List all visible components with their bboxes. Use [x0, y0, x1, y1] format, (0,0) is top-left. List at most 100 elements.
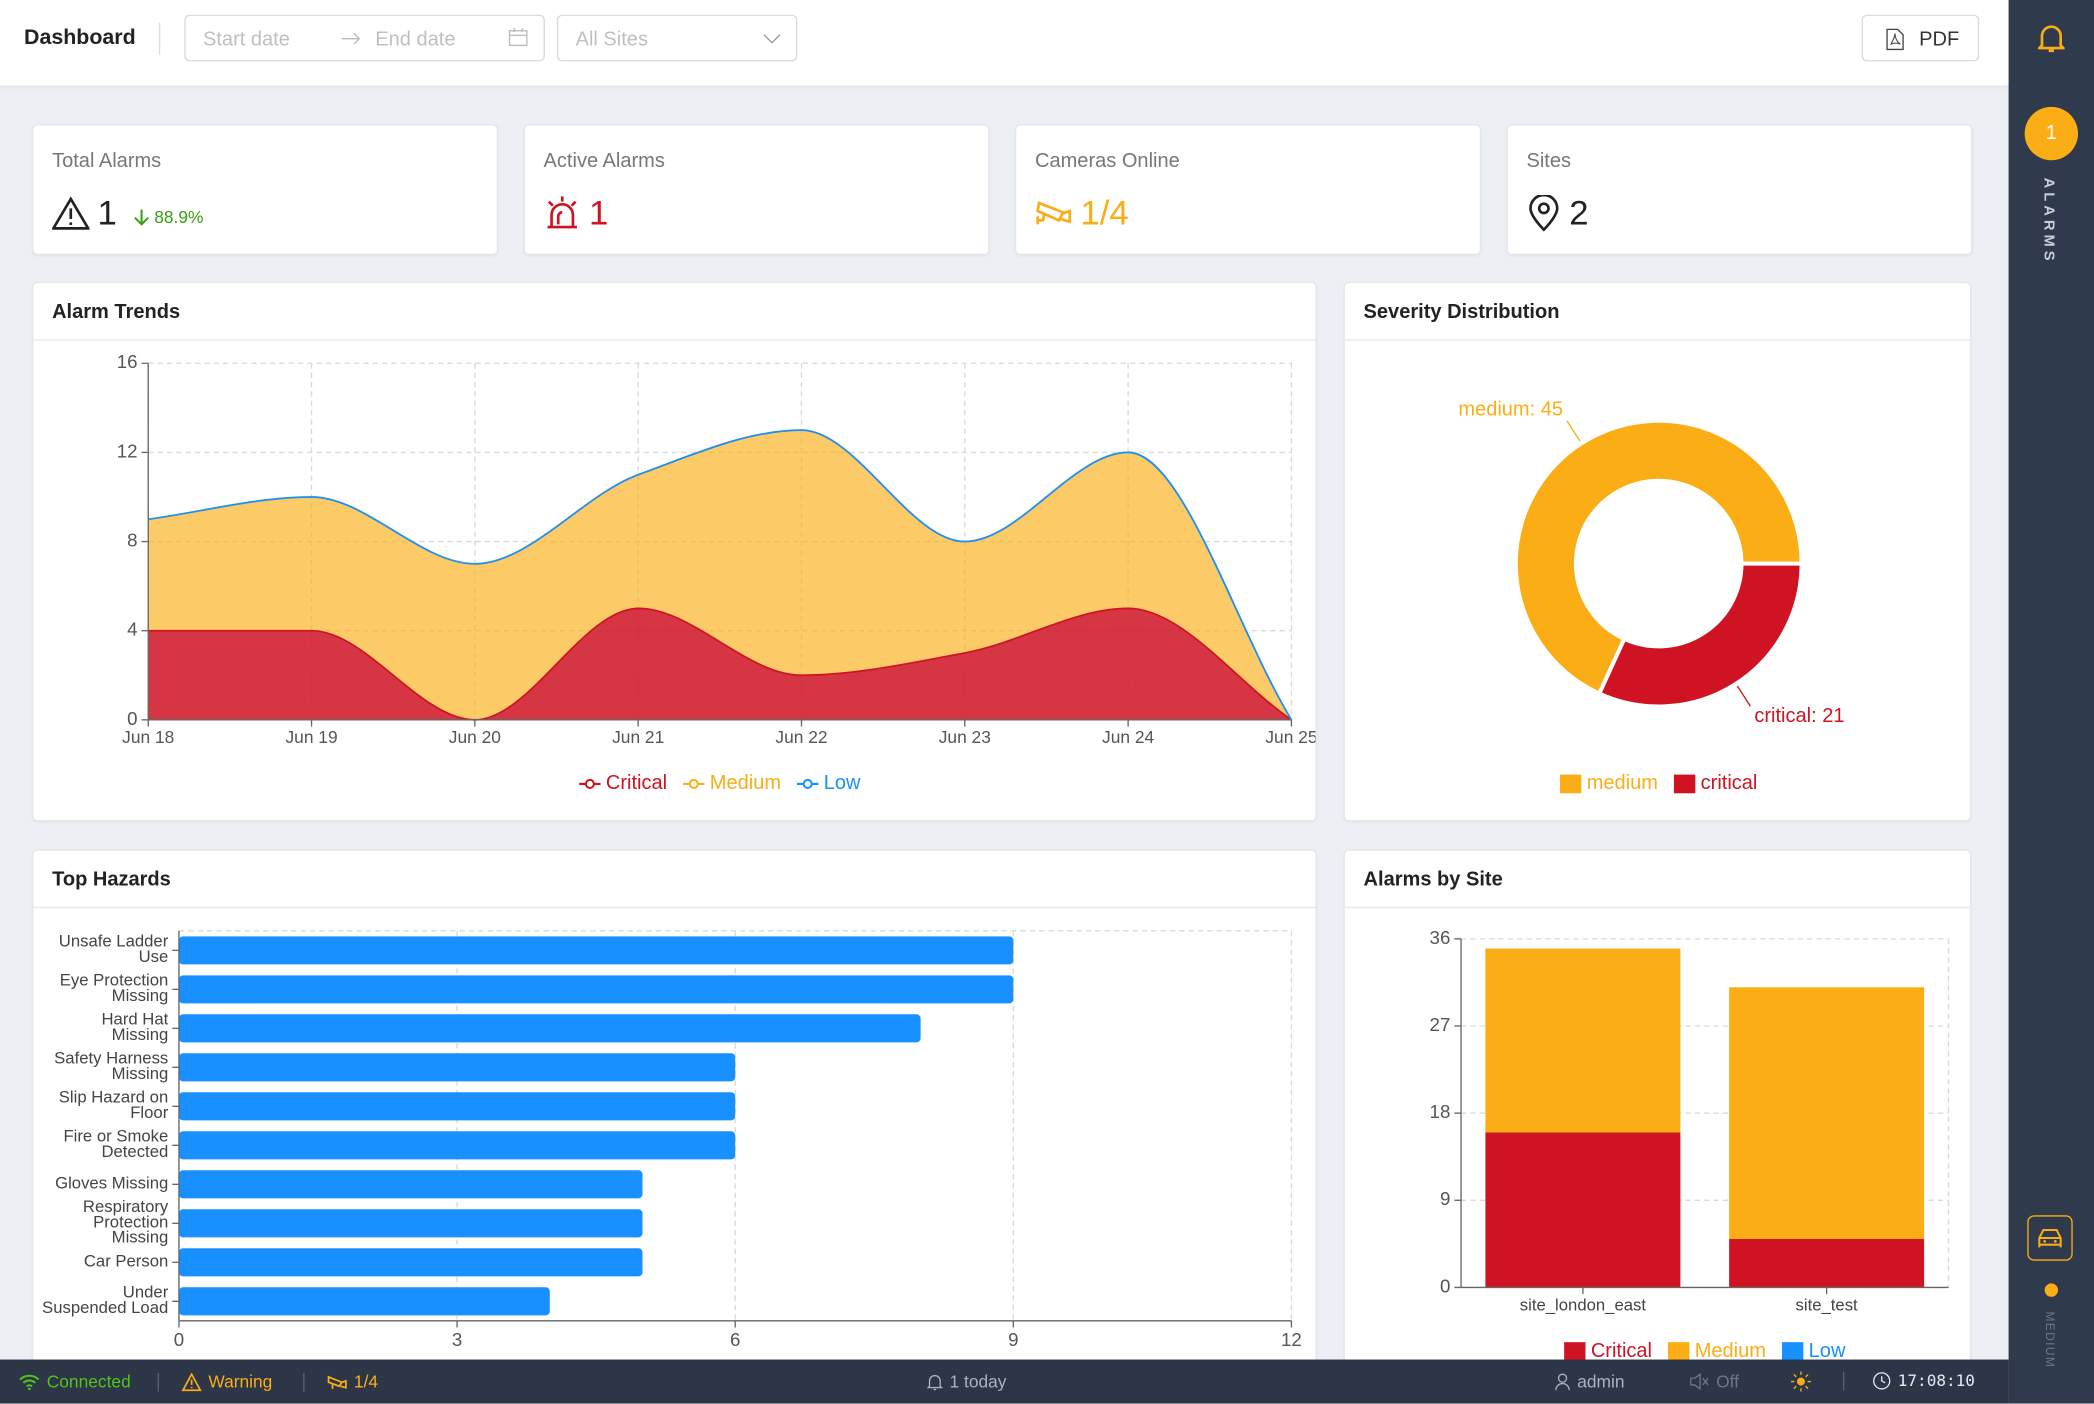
x-tick-label: 0 — [174, 1329, 184, 1350]
x-tick-label: Jun 24 — [1102, 727, 1154, 747]
pdf-icon — [1886, 28, 1904, 51]
x-tick-label: 3 — [452, 1329, 462, 1350]
bar-segment — [1485, 1132, 1681, 1288]
y-tick-label: 12 — [117, 440, 138, 461]
camera-text: 1/4 — [353, 1371, 379, 1392]
user-text: admin — [1577, 1371, 1625, 1392]
bar — [178, 1170, 643, 1199]
label-leader — [1736, 685, 1751, 707]
chart-card: 0 3 6 9 12 Unsafe Ladder Use Eye Protection Miss… — [32, 849, 1317, 1384]
card-title: Top Hazards — [33, 850, 1316, 909]
divider — [157, 1372, 159, 1392]
kpi-value: 1 — [97, 192, 117, 233]
pdf-button[interactable]: PDF — [1861, 14, 1980, 62]
chart-card: 0 9 18 27 36 site_london_east site_test Critica… — [1343, 849, 1972, 1384]
connection-status: Connected — [19, 1372, 131, 1392]
legend-label: critical — [1701, 772, 1758, 794]
bar — [178, 1092, 736, 1121]
card-title: Severity Distribution — [1344, 283, 1970, 341]
sound-text: Off — [1716, 1371, 1739, 1392]
legend-label: Medium — [710, 772, 781, 794]
siren-icon — [547, 195, 577, 228]
legend-icon — [1560, 774, 1582, 794]
x-tick-label: Jun 22 — [775, 727, 827, 747]
down-arrow-icon — [134, 209, 150, 226]
bar-chart: 0 3 6 9 12 Unsafe Ladder Use Eye Protection Miss… — [42, 930, 1302, 1350]
kpi-label: Active Alarms — [543, 149, 665, 173]
user-icon — [1555, 1373, 1570, 1391]
sound-toggle[interactable]: Off — [1689, 1372, 1739, 1392]
site-select[interactable]: All Sites — [556, 14, 798, 62]
theme-toggle[interactable] — [1790, 1371, 1811, 1392]
user[interactable]: admin — [1555, 1372, 1625, 1392]
car-icon — [2038, 1228, 2062, 1248]
kpi-value: 1 — [588, 192, 609, 233]
legend-label: Critical — [1591, 1340, 1652, 1362]
bar — [178, 1248, 643, 1277]
divider — [1842, 1371, 1845, 1391]
y-tick-label: Fire or Smoke Detected — [63, 1127, 168, 1161]
stacked-bar-chart: 0 9 18 27 36 site_london_east site_test Critica… — [1430, 927, 1950, 1362]
site-select-value: All Sites — [575, 28, 648, 51]
x-tick-label: Jun 19 — [285, 727, 337, 747]
end-date-input[interactable]: End date — [375, 28, 456, 51]
kpi-card: Cameras Online 1/4 — [1014, 124, 1482, 256]
date-range-picker[interactable]: Start date End date — [184, 14, 545, 62]
wifi-icon — [19, 1374, 40, 1390]
clock: 17:08:10 — [1872, 1371, 1975, 1391]
chevron-icon — [763, 34, 781, 44]
area — [148, 608, 1292, 720]
legend-icon — [1673, 774, 1696, 794]
status-bar: Connected Warning 1/4 1 today admin Off … — [0, 1359, 2009, 1404]
start-date-input[interactable]: Start date — [202, 28, 290, 51]
kpi-value-row: 1 88.9% — [52, 192, 203, 233]
y-tick-label: Respiratory Protection Missing — [83, 1197, 169, 1247]
camera-icon — [1036, 200, 1072, 224]
line — [148, 607, 1292, 721]
card-title: Alarm Trends — [33, 283, 1316, 341]
kpi-value: 2 — [1569, 192, 1589, 233]
area — [148, 430, 1292, 720]
kpi-label: Total Alarms — [52, 149, 162, 173]
x-tick-label: 12 — [1281, 1329, 1302, 1350]
calendar-icon — [508, 28, 528, 47]
y-tick-label: 36 — [1430, 927, 1451, 948]
y-tick-label: Under Suspended Load — [42, 1283, 169, 1317]
today-count: 1 today — [926, 1372, 1007, 1392]
legend-label: Low — [824, 772, 861, 794]
bar — [178, 1287, 550, 1316]
warning-icon — [52, 195, 90, 230]
chart-card: medium: 45 critical: 21 medium critical Sev… — [1343, 281, 1972, 822]
location-icon — [1529, 194, 1559, 231]
clock-text: 17:08:10 — [1897, 1371, 1975, 1391]
warning-icon — [181, 1372, 202, 1391]
camera-icon — [327, 1375, 347, 1389]
range-arrow — [341, 32, 361, 45]
legend: Critical Medium Low — [579, 772, 861, 794]
pdf-label: PDF — [1919, 28, 1960, 51]
bar-segment — [1485, 948, 1681, 1133]
bar-segment — [1729, 987, 1925, 1240]
chart-card: 0 4 8 12 16 Jun 18 Jun 19 Jun 20 Jun 21 Jun 22 Jun… — [32, 281, 1317, 822]
x-tick-label: 6 — [730, 1329, 740, 1350]
x-tick-label: 9 — [1008, 1329, 1018, 1350]
kpi-card: Total Alarms 1 88.9% — [32, 124, 499, 256]
health-text: Warning — [208, 1371, 273, 1392]
kpi-value: 1/4 — [1080, 192, 1129, 233]
alarm-badge[interactable]: 1 — [2024, 106, 2079, 161]
x-tick-label: site_london_east — [1520, 1296, 1647, 1315]
page-title: Dashboard — [24, 26, 136, 50]
vehicle-button[interactable] — [2027, 1215, 2073, 1261]
bar — [178, 1131, 736, 1160]
x-tick-label: Jun 20 — [449, 727, 501, 747]
bell-icon — [926, 1374, 943, 1391]
y-tick-label: 18 — [1430, 1101, 1451, 1122]
bar — [178, 936, 1014, 965]
kpi-card: Active Alarms 1 — [523, 124, 990, 256]
bell-icon[interactable] — [2037, 21, 2065, 53]
kpi-label: Sites — [1526, 149, 1572, 173]
header-bar: Dashboard Start date End date All Sites … — [0, 0, 2009, 86]
y-tick-label: Car Person — [84, 1252, 168, 1271]
kpi-change: 88.9% — [154, 207, 204, 228]
